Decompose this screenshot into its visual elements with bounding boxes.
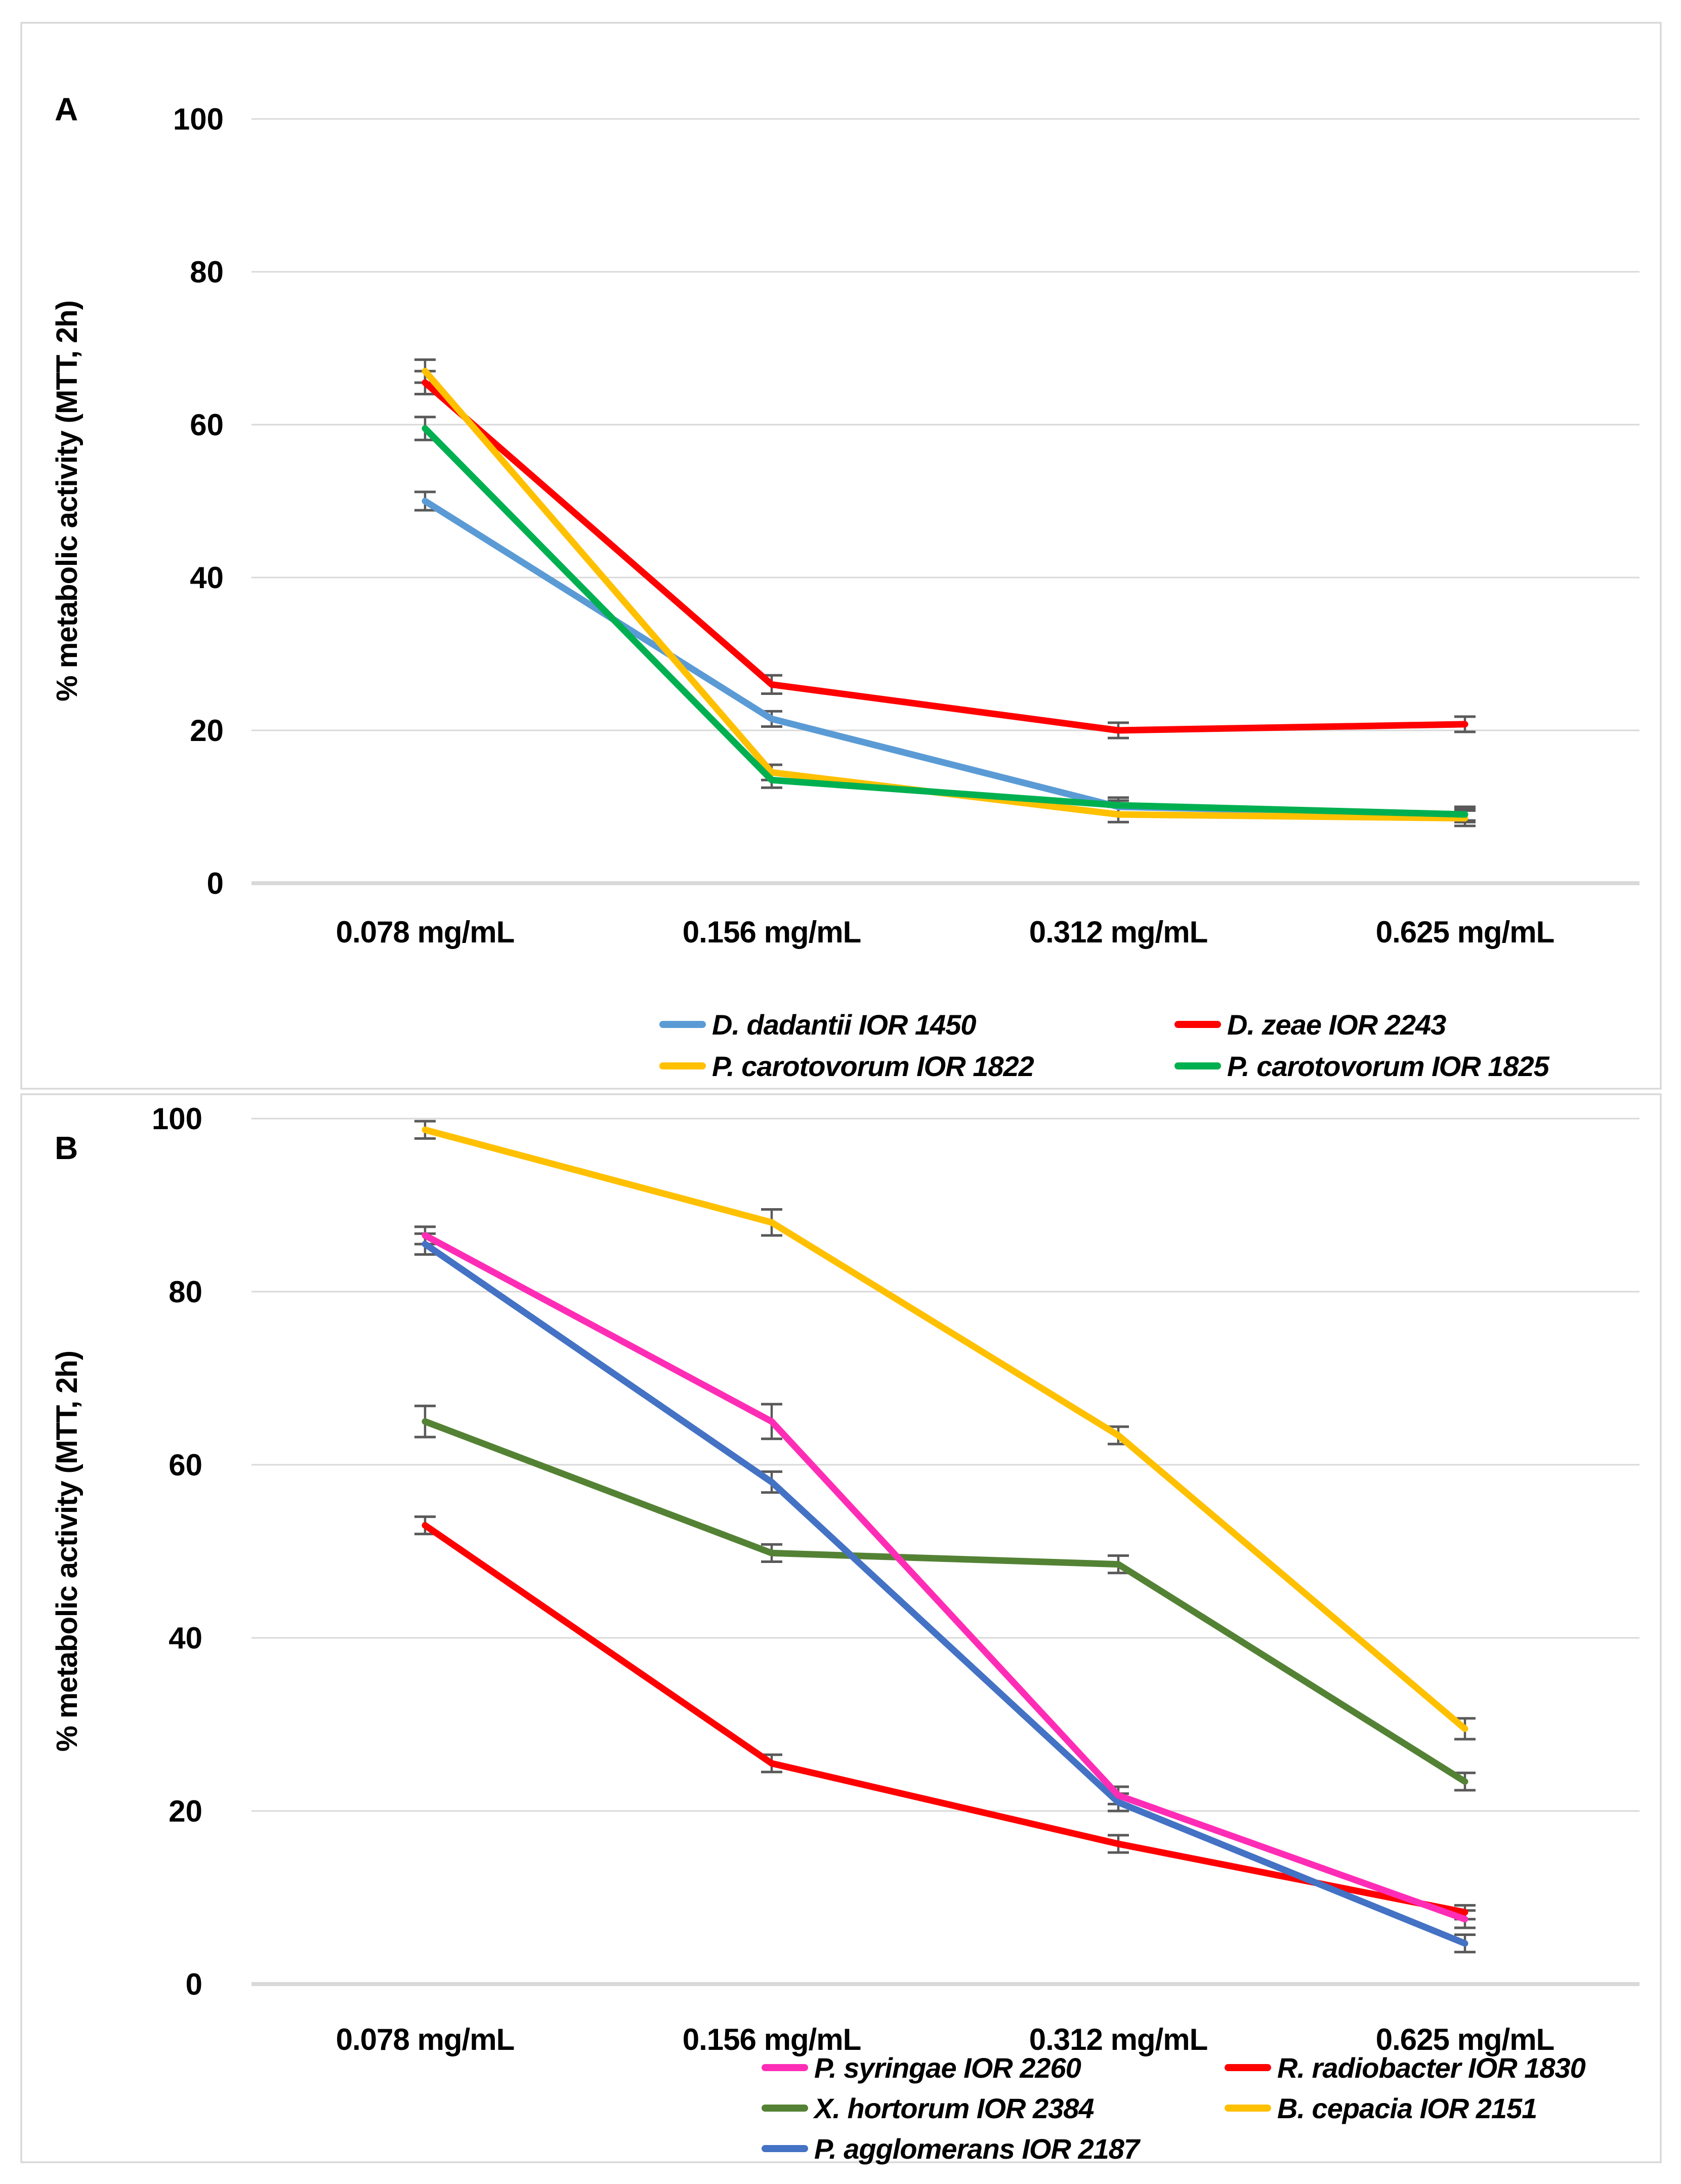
y-tick-label: 100: [173, 102, 224, 136]
legend-swatch: [659, 1062, 706, 1069]
legend-item: P. agglomerans IOR 2187: [762, 2133, 1142, 2165]
y-tick-label: 40: [190, 561, 224, 595]
legend-swatch: [1174, 1021, 1221, 1028]
panel-b-chart: 0 20 40 60 80 100 0.078 mg/mL 0.156 mg/mL 0.312 …: [20, 1093, 1662, 2165]
panel-label: B: [55, 1130, 78, 1166]
y-tick-label: 20: [169, 1794, 202, 1828]
series-line: [422, 379, 1468, 734]
legend-item: P. syringae IOR 2260: [762, 2052, 1082, 2084]
panel-frame: [20, 22, 1662, 1090]
series-line: [422, 1241, 1468, 1947]
legend-swatch: [1225, 2064, 1271, 2071]
y-tick-label: 80: [169, 1275, 202, 1309]
y-tick-label: 40: [169, 1621, 202, 1655]
y-tick-label: 0: [186, 1967, 202, 2001]
legend-item: P. carotovorum IOR 1825: [1174, 1050, 1550, 1082]
x-tick-label: 0.312 mg/mL: [1029, 2023, 1208, 2056]
legend-label: D. zeae IOR 2243: [1227, 1009, 1446, 1041]
x-tick-label: 0.156 mg/mL: [683, 2023, 861, 2056]
panel-label: A: [55, 91, 78, 128]
x-tick-label: 0.625 mg/mL: [1376, 915, 1554, 949]
legend-item: R. radiobacter IOR 1830: [1225, 2052, 1586, 2084]
legend-label: P. carotovorum IOR 1825: [1227, 1050, 1550, 1082]
legend-item: D. dadantii IOR 1450: [659, 1009, 977, 1041]
legend-label: P. syringae IOR 2260: [814, 2052, 1081, 2084]
series-line: [422, 1232, 1468, 1923]
legend-label: B. cepacia IOR 2151: [1277, 2092, 1537, 2124]
legend-label: X. hortorum IOR 2384: [813, 2092, 1094, 2124]
legend-item: X. hortorum IOR 2384: [762, 2092, 1095, 2124]
series-line: [422, 1126, 1468, 1733]
legend-swatch: [659, 1021, 706, 1028]
x-tick-label: 0.625 mg/mL: [1376, 2023, 1554, 2056]
legend-swatch: [762, 2145, 808, 2152]
x-tick-label: 0.078 mg/mL: [336, 2023, 515, 2056]
panel-frame: [20, 1093, 1662, 2163]
panel-a-chart: 0 20 40 60 80 100 0.078 mg/mL 0.156 mg/mL 0.312 …: [20, 22, 1662, 1090]
legend-label: P. carotovorum IOR 1822: [712, 1050, 1034, 1082]
legend-item: P. carotovorum IOR 1822: [659, 1050, 1035, 1082]
y-tick-label: 80: [190, 255, 224, 289]
y-axis-title: % metabolic activity (MTT, 2h): [51, 301, 83, 702]
y-tick-label: 60: [190, 408, 224, 442]
y-tick-label: 20: [190, 714, 224, 748]
legend-swatch: [1225, 2105, 1271, 2112]
y-tick-label: 100: [152, 1102, 202, 1136]
series-line: [422, 425, 1468, 818]
legend-label: P. agglomerans IOR 2187: [814, 2133, 1141, 2165]
legend-label: R. radiobacter IOR 1830: [1277, 2052, 1586, 2084]
legend-label: D. dadantii IOR 1450: [712, 1009, 976, 1041]
legend-swatch: [762, 2064, 808, 2071]
legend-item: B. cepacia IOR 2151: [1225, 2092, 1537, 2124]
legend-swatch: [1174, 1062, 1221, 1069]
x-tick-label: 0.078 mg/mL: [336, 915, 515, 949]
series-line: [422, 1522, 1468, 1916]
x-tick-label: 0.312 mg/mL: [1029, 915, 1208, 949]
x-tick-label: 0.156 mg/mL: [683, 915, 861, 949]
y-tick-label: 60: [169, 1448, 202, 1482]
series-line: [422, 1418, 1468, 1785]
y-tick-label: 0: [207, 867, 224, 900]
legend-item: D. zeae IOR 2243: [1174, 1009, 1447, 1041]
legend-swatch: [762, 2105, 808, 2112]
y-axis-title: % metabolic activity (MTT, 2h): [51, 1351, 83, 1752]
